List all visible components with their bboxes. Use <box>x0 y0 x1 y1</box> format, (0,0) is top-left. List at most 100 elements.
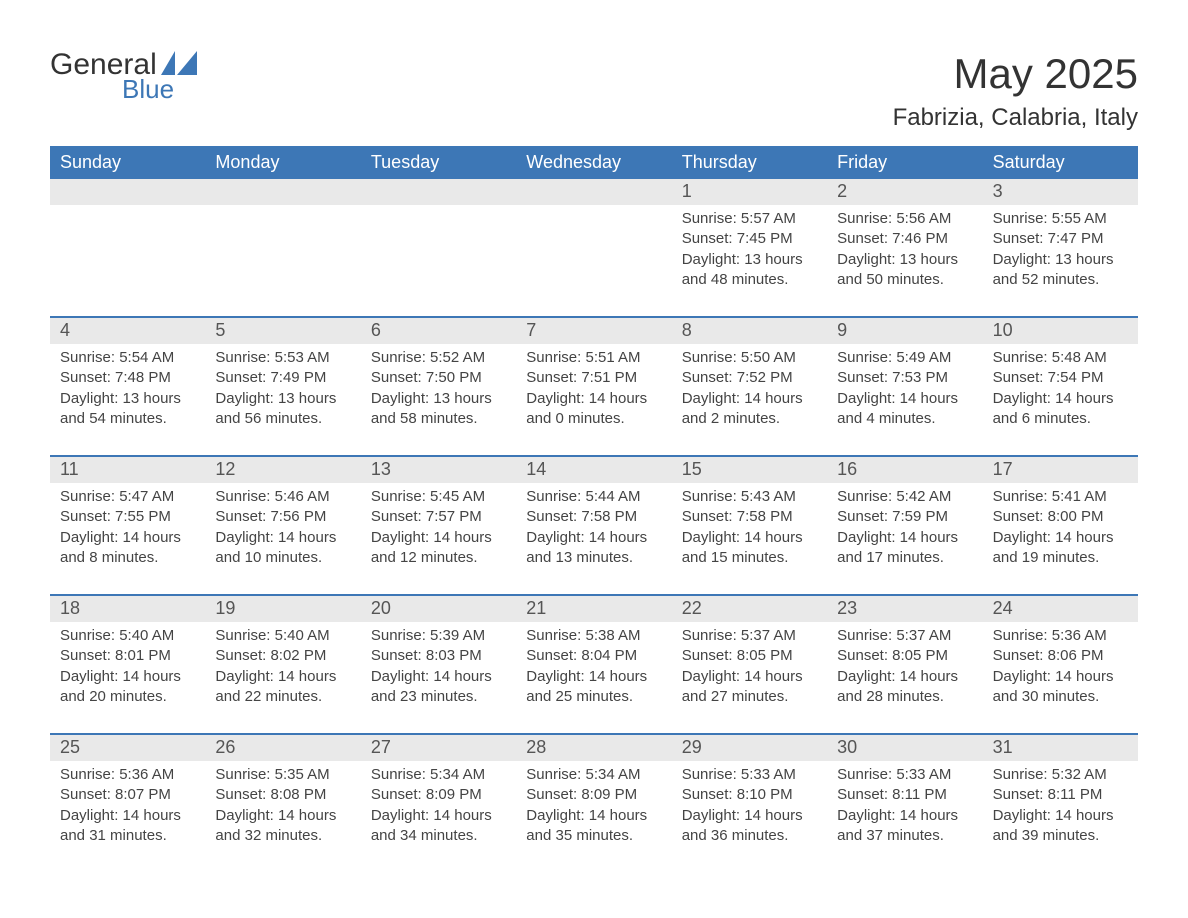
day-cell: Sunrise: 5:34 AMSunset: 8:09 PMDaylight:… <box>361 761 516 846</box>
sunset-text: Sunset: 8:10 PM <box>682 785 817 805</box>
sunrise-text: Sunrise: 5:34 AM <box>371 765 506 785</box>
sunset-text: Sunset: 7:59 PM <box>837 507 972 527</box>
daylight-text: Daylight: 14 hours and 34 minutes. <box>371 806 506 847</box>
day-number: 30 <box>827 735 982 761</box>
sunset-text: Sunset: 8:11 PM <box>993 785 1128 805</box>
day-cell: Sunrise: 5:37 AMSunset: 8:05 PMDaylight:… <box>827 622 982 707</box>
week-row: 25262728293031Sunrise: 5:36 AMSunset: 8:… <box>50 733 1138 854</box>
day-cell: Sunrise: 5:41 AMSunset: 8:00 PMDaylight:… <box>983 483 1138 568</box>
sunrise-text: Sunrise: 5:41 AM <box>993 487 1128 507</box>
day-number: 8 <box>672 318 827 344</box>
sunrise-text: Sunrise: 5:40 AM <box>215 626 350 646</box>
sunset-text: Sunset: 7:52 PM <box>682 368 817 388</box>
weeks-container: 123Sunrise: 5:57 AMSunset: 7:45 PMDaylig… <box>50 179 1138 854</box>
day-number: 6 <box>361 318 516 344</box>
sunset-text: Sunset: 8:04 PM <box>526 646 661 666</box>
header-row: General Blue May 2025 Fabrizia, Calabria… <box>50 50 1138 132</box>
day-number: 16 <box>827 457 982 483</box>
day-number: 31 <box>983 735 1138 761</box>
week-row: 45678910 Sunrise: 5:54 AMSunset: 7:48 PM D… <box>50 316 1138 455</box>
calendar: Sunday Monday Tuesday Wednesday Thursday… <box>50 146 1138 854</box>
daylight-text: Daylight: 13 hours and 58 minutes. <box>371 389 506 430</box>
weekday-header: Saturday <box>983 146 1138 179</box>
sunrise-text: Sunrise: 5:52 AM <box>371 348 506 368</box>
sunrise-text: Sunrise: 5:43 AM <box>682 487 817 507</box>
sunset-text: Sunset: 7:58 PM <box>682 507 817 527</box>
location-subtitle: Fabrizia, Calabria, Italy <box>893 104 1138 132</box>
daylight-text: Daylight: 14 hours and 39 minutes. <box>993 806 1128 847</box>
sunset-text: Sunset: 7:54 PM <box>993 368 1128 388</box>
weekday-header: Wednesday <box>516 146 671 179</box>
day-cell: Sunrise: 5:53 AMSunset: 7:49 PMDaylight:… <box>205 344 360 429</box>
weekday-header: Sunday <box>50 146 205 179</box>
daylight-text: Daylight: 14 hours and 15 minutes. <box>682 528 817 569</box>
day-cell: Sunrise: 5:47 AMSunset: 7:55 PMDaylight:… <box>50 483 205 568</box>
sunrise-text: Sunrise: 5:40 AM <box>60 626 195 646</box>
daylight-text: Daylight: 14 hours and 22 minutes. <box>215 667 350 708</box>
sunset-text: Sunset: 8:08 PM <box>215 785 350 805</box>
day-cell: Sunrise: 5:37 AMSunset: 8:05 PMDaylight:… <box>672 622 827 707</box>
day-body-row: Sunrise: 5:54 AMSunset: 7:48 PM Daylight:… <box>50 344 1138 455</box>
sunset-text: Sunset: 7:46 PM <box>837 229 972 249</box>
sunrise-text: Sunrise: 5:42 AM <box>837 487 972 507</box>
week-row: 11121314151617Sunrise: 5:47 AMSunset: 7:… <box>50 455 1138 594</box>
sunset-text: Sunset: 7:49 PM <box>215 368 350 388</box>
day-number: 15 <box>672 457 827 483</box>
month-title: May 2025 <box>893 50 1138 98</box>
day-number-row: 45678910 <box>50 318 1138 344</box>
daylight-text: Daylight: 14 hours and 19 minutes. <box>993 528 1128 569</box>
day-number <box>205 179 360 205</box>
daylight-text: Daylight: 14 hours and 0 minutes. <box>526 389 661 430</box>
sunset-text: Sunset: 8:09 PM <box>526 785 661 805</box>
sunrise-text: Sunrise: 5:45 AM <box>371 487 506 507</box>
day-cell: Sunrise: 5:48 AMSunset: 7:54 PMDaylight:… <box>983 344 1138 429</box>
sunset-text: Sunset: 7:48 PM <box>60 368 195 388</box>
day-cell: Sunrise: 5:42 AMSunset: 7:59 PMDaylight:… <box>827 483 982 568</box>
daylight-text: Daylight: 13 hours and 48 minutes. <box>682 250 817 291</box>
daylight-text: Daylight: 14 hours and 20 minutes. <box>60 667 195 708</box>
sunrise-text: Sunrise: 5:35 AM <box>215 765 350 785</box>
day-number: 18 <box>50 596 205 622</box>
day-number: 7 <box>516 318 671 344</box>
day-number: 17 <box>983 457 1138 483</box>
sunrise-text: Sunrise: 5:50 AM <box>682 348 817 368</box>
weekday-header: Friday <box>827 146 982 179</box>
day-number <box>361 179 516 205</box>
sunrise-text: Sunrise: 5:39 AM <box>371 626 506 646</box>
weekday-header: Tuesday <box>361 146 516 179</box>
day-body-row: Sunrise: 5:40 AMSunset: 8:01 PMDaylight:… <box>50 622 1138 733</box>
sunrise-text: Sunrise: 5:37 AM <box>837 626 972 646</box>
sunset-text: Sunset: 7:47 PM <box>993 229 1128 249</box>
sunrise-text: Sunrise: 5:36 AM <box>60 765 195 785</box>
day-number: 1 <box>672 179 827 205</box>
day-cell: Sunrise: 5:35 AMSunset: 8:08 PMDaylight:… <box>205 761 360 846</box>
day-cell: Sunrise: 5:56 AMSunset: 7:46 PMDaylight:… <box>827 205 982 290</box>
sunset-text: Sunset: 7:56 PM <box>215 507 350 527</box>
sunset-text: Sunset: 8:02 PM <box>215 646 350 666</box>
day-number: 23 <box>827 596 982 622</box>
sunset-text: Sunset: 8:09 PM <box>371 785 506 805</box>
sunrise-text: Sunrise: 5:33 AM <box>837 765 972 785</box>
sunset-text: Sunset: 7:45 PM <box>682 229 817 249</box>
sunrise-text: Sunrise: 5:54 AM <box>60 348 195 368</box>
sunset-text: Sunset: 7:50 PM <box>371 368 506 388</box>
day-cell: Sunrise: 5:54 AMSunset: 7:48 PMDaylight:… <box>50 344 205 429</box>
day-cell: Sunrise: 5:43 AMSunset: 7:58 PMDaylight:… <box>672 483 827 568</box>
sunrise-text: Sunrise: 5:48 AM <box>993 348 1128 368</box>
daylight-text: Daylight: 14 hours and 10 minutes. <box>215 528 350 569</box>
day-number: 14 <box>516 457 671 483</box>
daylight-text: Daylight: 14 hours and 4 minutes. <box>837 389 972 430</box>
day-number: 29 <box>672 735 827 761</box>
sunrise-text: Sunrise: 5:49 AM <box>837 348 972 368</box>
daylight-text: Daylight: 14 hours and 31 minutes. <box>60 806 195 847</box>
sunset-text: Sunset: 8:07 PM <box>60 785 195 805</box>
sunset-text: Sunset: 8:03 PM <box>371 646 506 666</box>
daylight-text: Daylight: 13 hours and 52 minutes. <box>993 250 1128 291</box>
daylight-text: Daylight: 13 hours and 56 minutes. <box>215 389 350 430</box>
sunrise-text: Sunrise: 5:47 AM <box>60 487 195 507</box>
sunrise-text: Sunrise: 5:51 AM <box>526 348 661 368</box>
daylight-text: Daylight: 14 hours and 2 minutes. <box>682 389 817 430</box>
day-number: 2 <box>827 179 982 205</box>
day-cell: Sunrise: 5:40 AMSunset: 8:02 PMDaylight:… <box>205 622 360 707</box>
sunrise-text: Sunrise: 5:37 AM <box>682 626 817 646</box>
